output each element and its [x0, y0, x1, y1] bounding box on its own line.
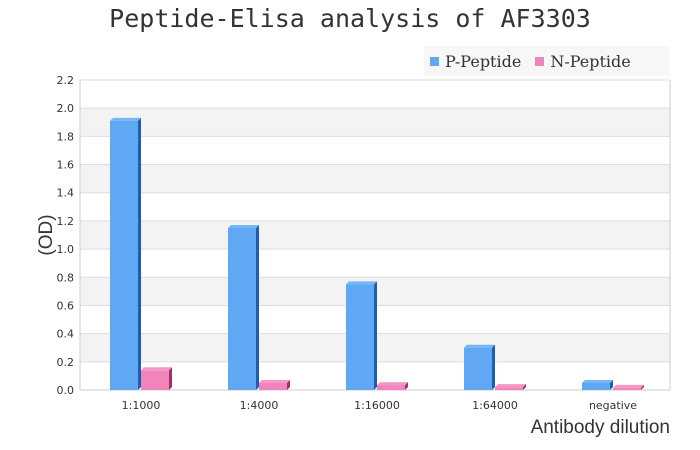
bar: [110, 120, 138, 390]
bar-side: [610, 379, 613, 390]
bar-side: [492, 344, 495, 390]
bar-top: [582, 379, 613, 383]
y-tick-label: 0.4: [57, 328, 75, 341]
legend-swatch: [535, 56, 545, 66]
x-axis-label: Antibody dilution: [531, 417, 670, 438]
bar: [377, 385, 405, 390]
bar-side: [374, 281, 377, 390]
y-tick-label: 0.0: [57, 384, 75, 397]
y-tick-label: 1.8: [57, 130, 75, 143]
bar-side: [287, 379, 290, 390]
x-tick-label: 1:16000: [354, 399, 400, 412]
bar: [141, 370, 169, 390]
bar-side: [169, 367, 172, 390]
bar-side: [523, 384, 526, 390]
y-tick-label: 1.2: [57, 215, 75, 228]
bar-side: [405, 382, 408, 390]
legend-item-p-peptide: P-Peptide: [430, 52, 521, 71]
bar-side: [138, 117, 141, 390]
y-axis-label: (OD): [36, 214, 57, 255]
x-tick-label: 1:64000: [472, 399, 518, 412]
bar: [259, 382, 287, 390]
bar-side: [641, 384, 644, 390]
bar-top: [464, 344, 495, 348]
bar-top: [228, 224, 259, 228]
chart-title: Peptide-Elisa analysis of AF3303: [109, 4, 591, 33]
bar-top: [495, 384, 526, 388]
legend-swatch: [430, 56, 439, 66]
legend-item-n-peptide: N-Peptide: [535, 51, 631, 71]
bar: [228, 227, 256, 390]
legend-label: N-Peptide: [550, 51, 631, 71]
x-tick-label: negative: [589, 399, 637, 412]
grid-band: [80, 108, 670, 137]
legend-label: P-Peptide: [445, 51, 522, 71]
bar: [346, 284, 374, 390]
grid-band: [80, 220, 670, 250]
y-tick-label: 2.0: [57, 102, 75, 115]
bar-top: [613, 384, 644, 388]
bar-top: [259, 379, 290, 383]
y-tick-label: 1.6: [57, 159, 75, 172]
legend: P-Peptide N-Peptide: [424, 46, 670, 76]
x-tick-label: 1:4000: [240, 399, 279, 412]
bar-top: [110, 117, 141, 121]
bar: [582, 382, 610, 390]
x-tick-label: 1:1000: [122, 399, 161, 412]
y-tick-label: 2.2: [57, 74, 75, 87]
bar-top: [377, 382, 408, 386]
grid-band: [80, 164, 670, 193]
y-tick-label: 1.0: [57, 243, 75, 256]
y-tick-label: 1.4: [57, 187, 75, 200]
bar-side: [256, 224, 259, 390]
y-tick-label: 0.6: [57, 299, 75, 312]
bar-top: [141, 367, 172, 371]
bar-top: [346, 281, 377, 285]
bar: [495, 387, 523, 390]
y-tick-label: 0.2: [57, 356, 75, 369]
bar: [464, 347, 492, 390]
y-tick-label: 0.8: [57, 271, 75, 284]
bar: [613, 387, 641, 390]
